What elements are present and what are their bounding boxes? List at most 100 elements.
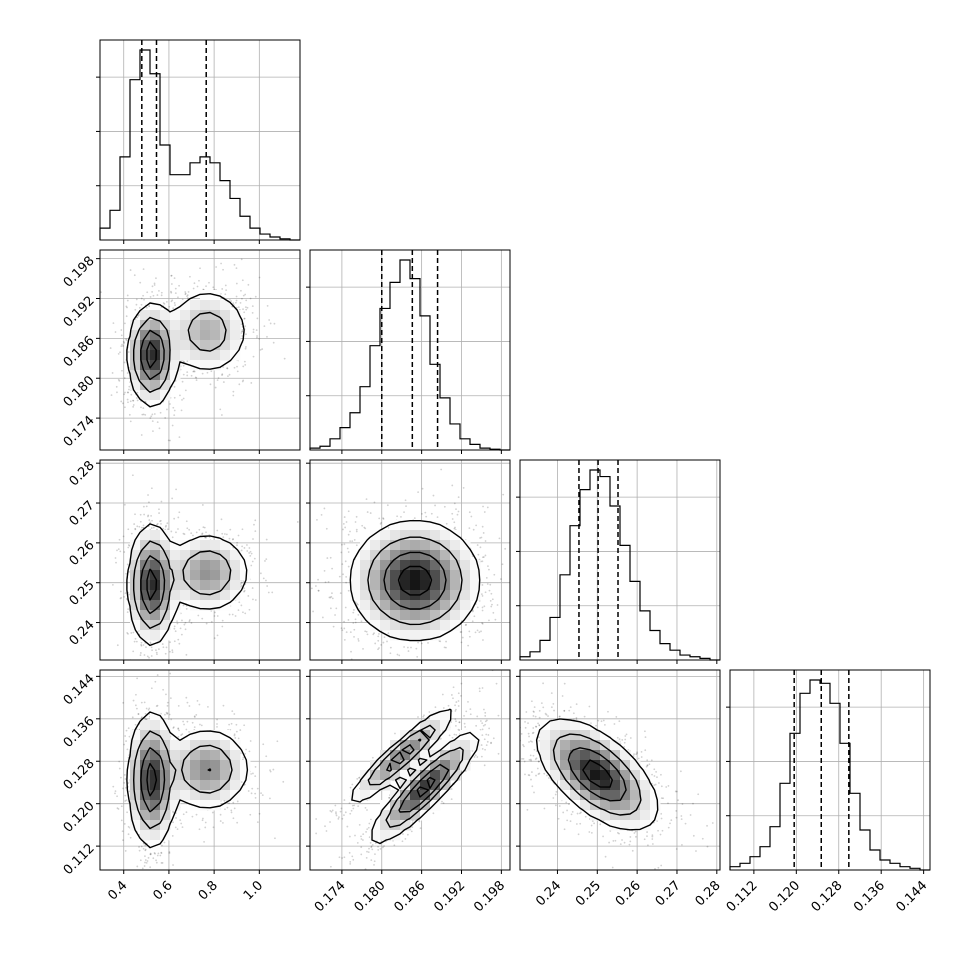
sample-point (332, 625, 335, 628)
sample-point (221, 619, 224, 622)
sample-point (173, 414, 176, 417)
sample-point (379, 522, 382, 525)
sample-point (166, 522, 169, 525)
density-cell (210, 340, 221, 351)
sample-point (347, 533, 350, 536)
sample-point (152, 526, 155, 529)
sample-point (160, 291, 163, 294)
sample-point (192, 287, 195, 290)
sample-point (190, 622, 193, 624)
sample-point (485, 576, 488, 579)
density-cell (400, 610, 411, 621)
sample-point (182, 397, 185, 400)
sample-point (242, 365, 245, 368)
sample-point (326, 557, 329, 559)
sample-point (220, 414, 223, 416)
sample-point (213, 637, 216, 639)
density-cell (390, 570, 401, 581)
sample-point (349, 530, 351, 533)
density-cell (130, 600, 141, 611)
sample-point (165, 711, 168, 714)
density-cell (140, 390, 151, 401)
y-tick-label: 0.174 (61, 413, 98, 450)
sample-point (121, 369, 123, 372)
density-cell (160, 340, 171, 351)
contour-line (126, 523, 248, 647)
sample-point (496, 604, 499, 606)
sample-point (172, 810, 174, 813)
sample-point (155, 666, 157, 668)
sample-point (382, 517, 385, 520)
sample-point (248, 552, 251, 554)
sample-point (181, 298, 184, 301)
density-cell (160, 390, 171, 401)
sample-point (160, 522, 162, 525)
density-cell (390, 620, 401, 631)
sample-point (486, 506, 489, 509)
density-cell (420, 630, 431, 641)
sample-point (148, 305, 150, 308)
density-cell (220, 300, 231, 311)
histogram-bar (330, 439, 340, 450)
sample-point (140, 434, 143, 436)
sample-point (457, 496, 460, 499)
sample-point (334, 614, 336, 616)
density-cell (400, 520, 411, 531)
sample-point (146, 655, 149, 658)
sample-point (354, 521, 357, 523)
density-cell (410, 540, 421, 551)
sample-point (490, 605, 493, 608)
sample-point (389, 699, 391, 701)
sample-point (194, 376, 197, 379)
density-cell (140, 330, 151, 341)
sample-point (198, 279, 200, 282)
sample-point (224, 293, 227, 296)
sample-point (216, 615, 219, 617)
sample-point (151, 285, 154, 288)
sample-point (481, 606, 484, 609)
density-cell (200, 340, 211, 351)
sample-point (514, 627, 516, 629)
density-cell (460, 550, 471, 561)
sample-point (152, 430, 154, 433)
sample-point (316, 518, 318, 521)
sample-point (170, 274, 173, 277)
sample-point (177, 679, 179, 681)
sample-point (193, 370, 195, 372)
sample-point (138, 306, 141, 309)
sample-point (372, 633, 375, 636)
density-cell (140, 380, 151, 391)
density-cell (180, 590, 191, 601)
sample-point (171, 651, 174, 654)
sample-point (320, 513, 323, 516)
sample-point (151, 291, 154, 293)
sample-point (186, 720, 189, 723)
sample-point (243, 311, 246, 314)
sample-point (329, 607, 332, 610)
sample-point (468, 630, 471, 633)
contour-line (133, 540, 232, 629)
density-cell (130, 360, 141, 371)
sample-point (225, 289, 228, 292)
density-cell (170, 550, 181, 561)
histogram-bar (210, 163, 220, 240)
sample-point (455, 508, 457, 511)
density-cell (400, 620, 411, 631)
sample-point (261, 348, 264, 350)
density-cell (130, 330, 141, 341)
density-cell (400, 550, 411, 561)
sample-point (254, 530, 257, 533)
density-cell (460, 570, 471, 581)
y-tick-label: 0.198 (61, 254, 98, 291)
sample-point (341, 629, 344, 632)
sample-point (417, 641, 419, 644)
sample-point (195, 531, 198, 534)
density-cell (430, 570, 441, 581)
density-cell (160, 350, 171, 361)
sample-point (192, 534, 194, 537)
sample-point (177, 296, 179, 299)
sample-point (475, 524, 478, 527)
sample-point (317, 589, 320, 592)
sample-point (237, 306, 240, 309)
sample-point (327, 580, 330, 583)
